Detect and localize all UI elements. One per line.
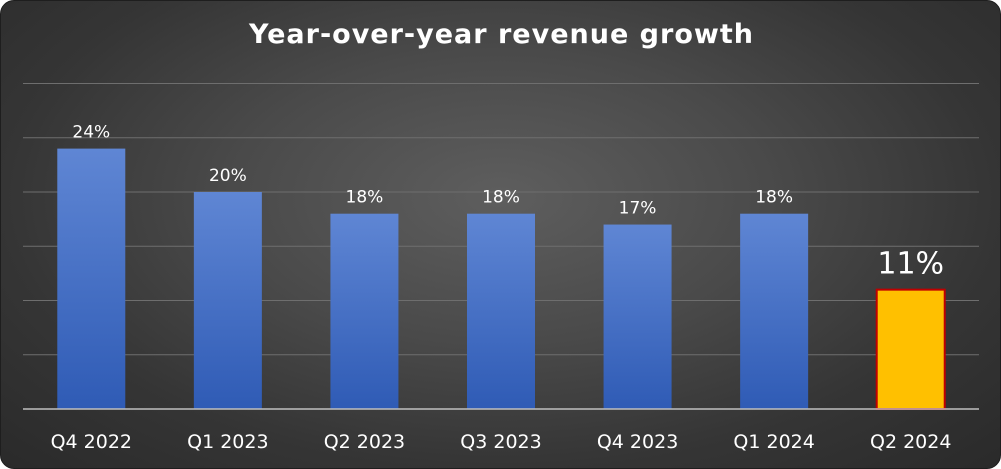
x-tick-label: Q2 2023	[324, 431, 405, 453]
x-tick-label: Q2 2024	[870, 431, 951, 453]
x-tick-label: Q4 2023	[597, 431, 678, 453]
data-label: 18%	[482, 188, 520, 208]
data-label: 17%	[619, 199, 657, 219]
data-label: 24%	[72, 123, 110, 143]
data-label: 11%	[877, 247, 944, 282]
data-labels: 24% 20% 18% 18% 17% 18% 11%	[72, 123, 944, 282]
bar-q3-2023	[467, 213, 535, 409]
data-label: 18%	[346, 188, 384, 208]
bar-q1-2024	[740, 213, 809, 409]
x-axis: Q4 2022 Q1 2023 Q2 2023 Q3 2023 Q4 2023 Q1 20…	[23, 408, 979, 453]
chart-title: Year-over-year revenue growth	[249, 19, 754, 50]
bar-q2-2024	[875, 288, 946, 410]
bar-q4-2023	[603, 224, 672, 409]
x-tick-label: Q1 2023	[187, 431, 268, 453]
bars	[57, 148, 946, 410]
x-tick-label: Q3 2023	[460, 431, 541, 453]
bar-q2-2023	[330, 213, 399, 409]
data-label: 20%	[209, 166, 247, 186]
x-tick-label: Q1 2024	[733, 431, 814, 453]
x-tick-label: Q4 2022	[51, 431, 132, 453]
bar-q1-2023	[193, 192, 262, 409]
data-label: 18%	[755, 188, 793, 208]
bar-q4-2022	[57, 148, 126, 409]
